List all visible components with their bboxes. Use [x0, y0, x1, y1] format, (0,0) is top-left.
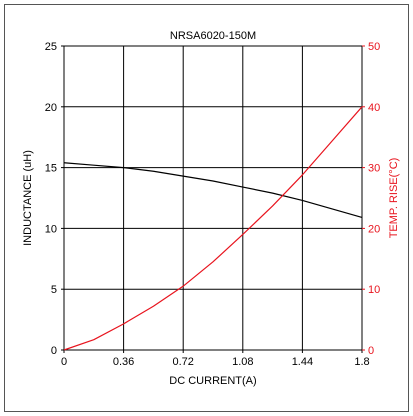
y-axis-label: INDUCTANCE (uH): [22, 150, 34, 246]
y2-tick-label: 50: [368, 41, 380, 53]
y2-tick-label: 20: [368, 223, 380, 235]
x-tick-label: 0.36: [113, 356, 134, 368]
plot-area-border: [63, 45, 363, 351]
inductance-line: [63, 162, 363, 219]
y-tick-labels: 0 5 10 15 20 25: [45, 41, 64, 357]
x-tick-label: 1.08: [232, 356, 253, 368]
y2-tick-label: 0: [368, 345, 374, 357]
y-tick-label: 0: [51, 345, 57, 357]
chart-title: NRSA6020-150M: [170, 30, 256, 42]
x-tick-label: 0.72: [172, 356, 193, 368]
y2-tick-labels: 0 10 20 30 40 50: [362, 41, 380, 357]
x-tick-label: 1.44: [292, 356, 313, 368]
y2-tick-label: 40: [368, 102, 380, 114]
y-tick-label: 15: [45, 163, 57, 175]
y2-axis-label: TEMP. RISE(°C): [388, 158, 400, 239]
x-tick-labels: 0 0.36 0.72 1.08 1.44 1.8: [61, 350, 370, 368]
y-tick-label: 25: [45, 41, 57, 53]
y2-tick-label: 30: [368, 163, 380, 175]
series-layer: [63, 106, 363, 351]
chart-frame: [4, 4, 409, 412]
x-axis-label: DC CURRENT(A): [169, 375, 256, 387]
grid-lines: [64, 46, 362, 350]
x-tick-label: 1.8: [354, 356, 369, 368]
y-tick-label: 10: [45, 223, 57, 235]
y-tick-label: 5: [51, 284, 57, 296]
y-tick-label: 20: [45, 102, 57, 114]
y2-tick-label: 10: [368, 284, 380, 296]
x-tick-label: 0: [61, 356, 67, 368]
temp-rise-line: [63, 106, 363, 351]
